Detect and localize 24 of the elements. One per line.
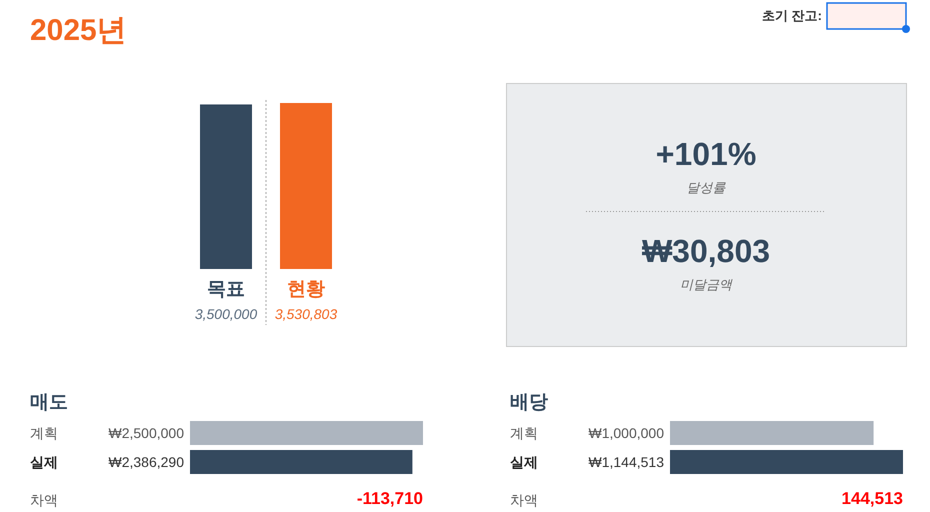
data-label: ₩2,386,290 — [108, 454, 184, 470]
text: +101% — [656, 136, 756, 172]
data-label: ₩1,144,513 — [588, 454, 664, 470]
y-tick-label: 계획 — [30, 425, 58, 441]
text: 초기 잔고: — [762, 8, 822, 23]
x-tick-label: 목표 — [207, 279, 245, 300]
x-tick-label: 현황 — [287, 279, 325, 300]
data-label: 3,500,000 — [194, 306, 258, 322]
text: 차액 — [510, 492, 538, 508]
chart-title: 배당 — [510, 392, 548, 413]
chart-title: 2025년 — [30, 14, 127, 47]
y-tick-label: 실제 — [510, 454, 538, 470]
y-tick-label: 계획 — [510, 425, 538, 441]
text: -113,710 — [356, 489, 423, 508]
y-tick-label: 실제 — [30, 454, 58, 470]
chart-title: 매도 — [30, 392, 68, 413]
text: ₩30,803 — [642, 233, 770, 269]
data-label: 3,530,803 — [274, 306, 338, 322]
data-label: ₩1,000,000 — [588, 425, 664, 441]
text: 144,513 — [842, 489, 903, 508]
data-label: ₩2,500,000 — [108, 425, 184, 441]
text: 차액 — [30, 492, 58, 508]
text: 미달금액 — [680, 277, 733, 292]
text: 달성률 — [686, 180, 726, 195]
